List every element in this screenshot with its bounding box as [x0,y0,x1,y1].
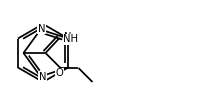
Text: N: N [39,72,46,82]
Text: NH: NH [64,34,79,44]
Text: O: O [56,68,63,78]
Text: N: N [38,24,45,33]
Text: N: N [64,33,72,42]
